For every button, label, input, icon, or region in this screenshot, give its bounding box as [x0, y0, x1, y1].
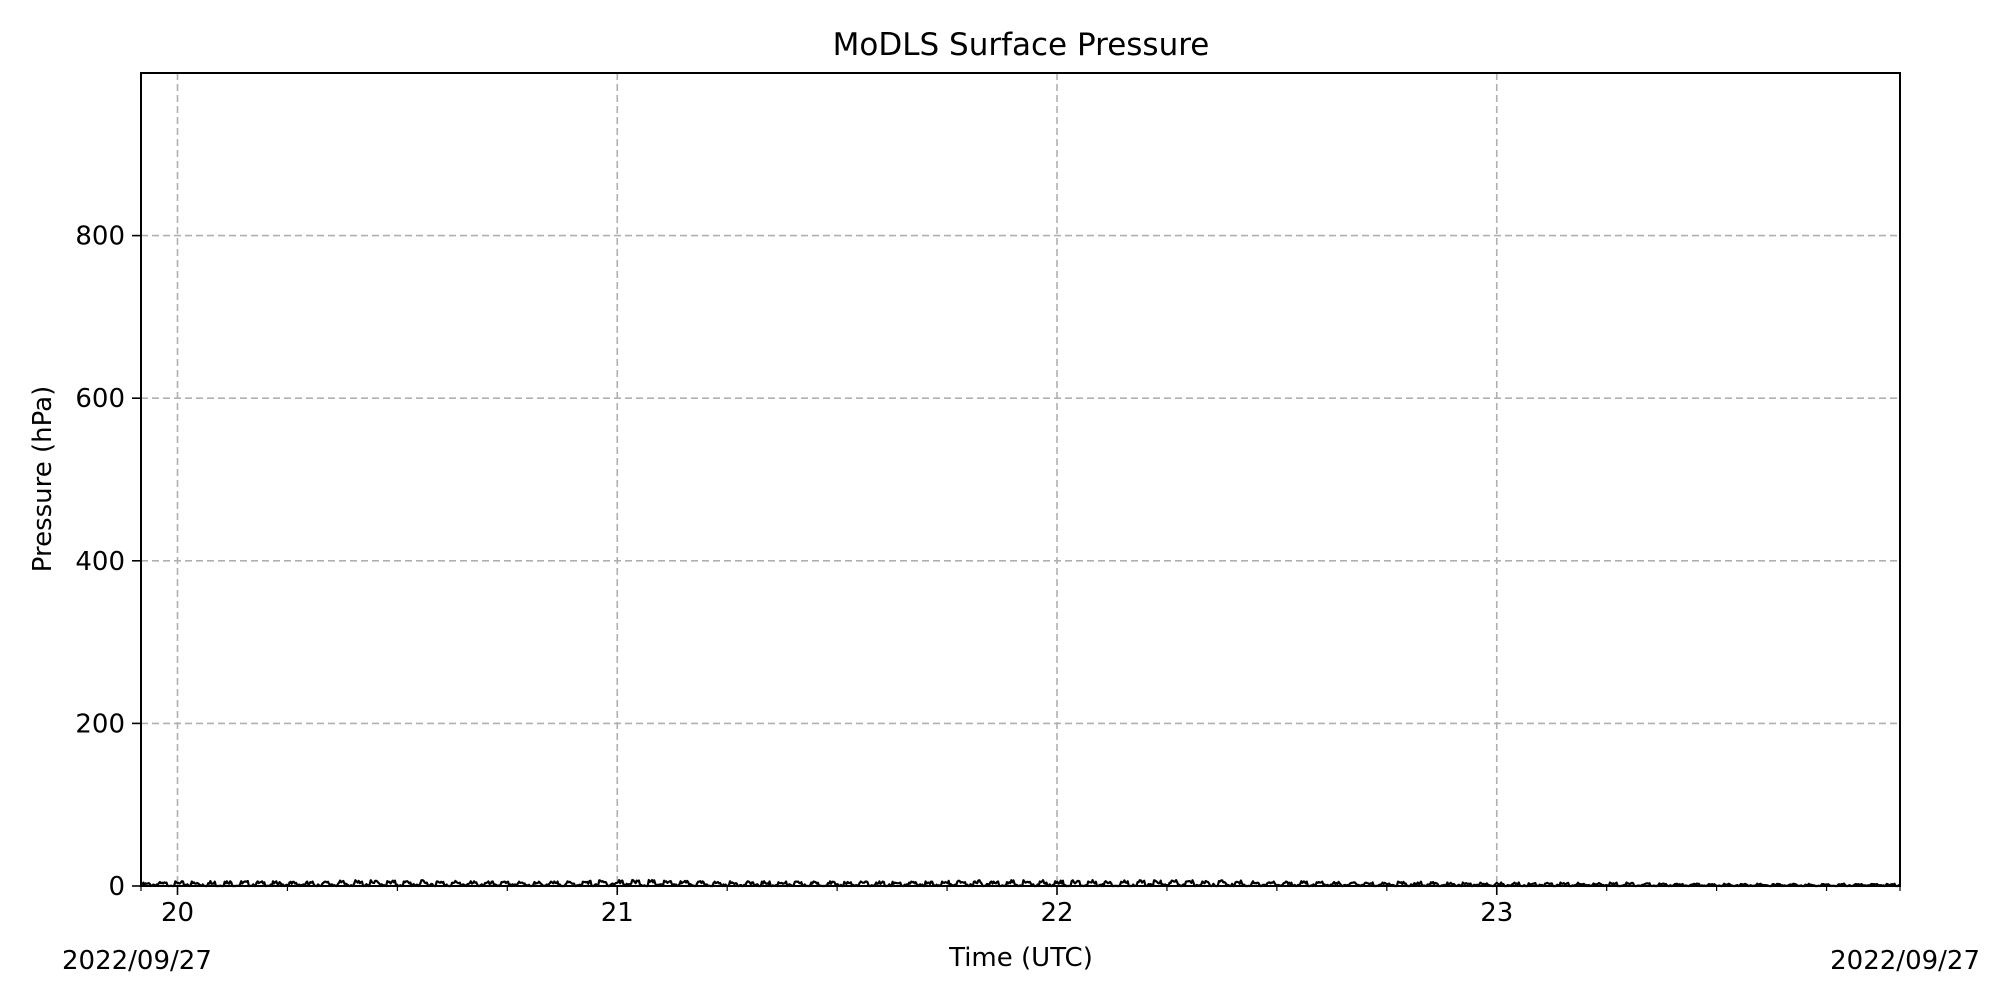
- x-tick-label: 21: [601, 898, 634, 928]
- x-tick-label: 22: [1040, 898, 1073, 928]
- x-tick-label: 23: [1480, 898, 1513, 928]
- plot-frame: [140, 72, 1901, 887]
- y-tick-label: 200: [75, 709, 125, 739]
- x-date-right-label: 2022/09/27: [1830, 946, 1980, 976]
- chart-title: MoDLS Surface Pressure: [833, 27, 1210, 63]
- x-date-left-label: 2022/09/27: [62, 946, 212, 976]
- x-tick-label: 20: [161, 898, 194, 928]
- y-tick-label: 800: [75, 222, 125, 252]
- tick-layer: 0 200 400 600 800 20 21 22 23: [75, 222, 1901, 928]
- y-tick-label: 600: [75, 384, 125, 414]
- x-axis-label: Time (UTC): [948, 943, 1093, 973]
- y-axis-label: Pressure (hPa): [28, 386, 58, 573]
- y-tick-label: 0: [108, 872, 125, 902]
- y-tick-label: 400: [75, 547, 125, 577]
- grid-layer: [141, 73, 1900, 886]
